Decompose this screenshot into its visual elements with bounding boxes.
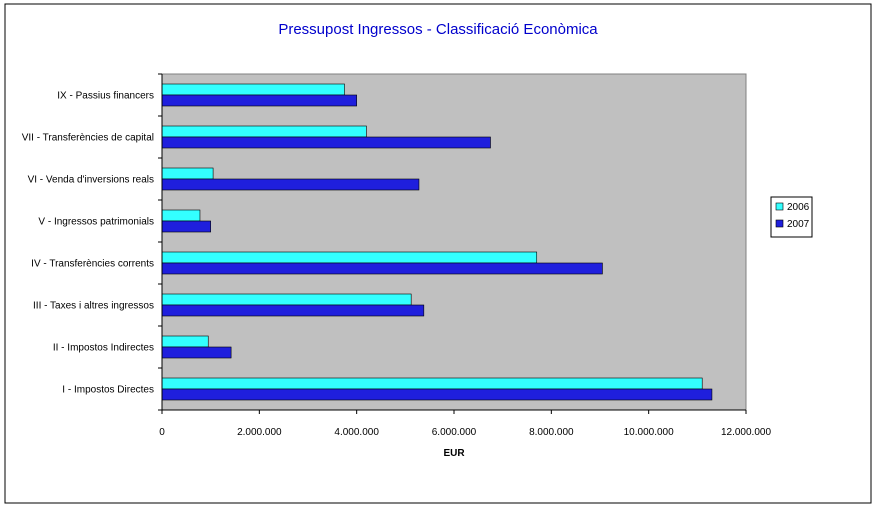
category-label-5: V - Ingressos patrimonials bbox=[38, 217, 154, 228]
plot-area bbox=[161, 73, 747, 411]
legend-label-2006: 2006 bbox=[787, 202, 810, 213]
bar-2006-5 bbox=[161, 209, 201, 222]
bar-2006-3 bbox=[161, 293, 412, 306]
bar-2007-8 bbox=[161, 94, 357, 107]
legend-label-2007: 2007 bbox=[787, 219, 810, 230]
category-label-3: III - Taxes i altres ingressos bbox=[33, 301, 154, 312]
x-axis-title: EUR bbox=[443, 448, 465, 459]
bar-2007-1 bbox=[161, 388, 713, 401]
bar-2006-4 bbox=[161, 251, 538, 264]
bar-2006-1 bbox=[161, 377, 703, 390]
bar-2006-7 bbox=[161, 125, 367, 138]
bar-2007-2 bbox=[161, 346, 232, 359]
bar-2007-6 bbox=[161, 178, 420, 191]
category-label-7: VII - Transferències de capital bbox=[22, 133, 154, 144]
chart-title: Pressupost Ingressos - Classificació Eco… bbox=[278, 21, 598, 38]
bar-2007-3 bbox=[161, 304, 425, 317]
bar-2006-2 bbox=[161, 335, 209, 348]
bars-group bbox=[161, 83, 713, 401]
bar-2007-5 bbox=[161, 220, 211, 233]
bar-2007-4 bbox=[161, 262, 603, 275]
category-label-1: I - Impostos Directes bbox=[62, 385, 154, 396]
category-label-4: IV - Transferències corrents bbox=[31, 259, 154, 270]
bar-2006-6 bbox=[161, 167, 214, 180]
x-tick-label-1: 2.000.000 bbox=[237, 427, 282, 438]
bar-2007-7 bbox=[161, 136, 491, 149]
axes-group: I - Impostos Directes II - Impostos Indir… bbox=[22, 73, 771, 438]
legend-swatch-2007 bbox=[775, 219, 784, 228]
x-tick-label-3: 6.000.000 bbox=[432, 427, 477, 438]
x-tick-label-6: 12.000.000 bbox=[721, 427, 771, 438]
x-tick-label-5: 10.000.000 bbox=[624, 427, 674, 438]
legend: 2006 2007 bbox=[770, 196, 813, 238]
legend-swatch-2006 bbox=[775, 202, 784, 211]
x-tick-label-4: 8.000.000 bbox=[529, 427, 574, 438]
bar-2006-8 bbox=[161, 83, 345, 96]
category-label-2: II - Impostos Indirectes bbox=[53, 343, 154, 354]
x-tick-label-0: 0 bbox=[159, 427, 165, 438]
category-label-6: VI - Venda d'inversions reals bbox=[28, 175, 154, 186]
category-label-8: IX - Passius financers bbox=[57, 91, 154, 102]
x-tick-label-2: 4.000.000 bbox=[334, 427, 379, 438]
